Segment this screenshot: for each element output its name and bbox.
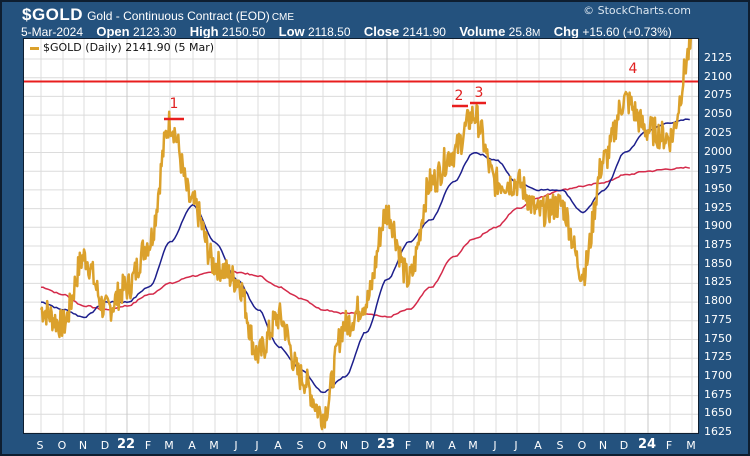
y-tick-label: 1725 [704,350,732,364]
x-tick-label: 22 [116,437,136,452]
chart-title: $GOLD Gold - Continuous Contract (EOD) CME [22,5,294,25]
y-tick-label: 2125 [704,51,732,64]
y-tick-label: 1825 [704,275,732,289]
x-tick-label: 23 [376,437,396,452]
x-tick-label: F [144,439,152,452]
legend-swatch-icon [30,46,39,50]
gridlines [24,39,698,433]
x-tick-label: M [468,439,478,452]
volume-label: Volume [459,24,506,39]
x-tick-label: N [339,439,349,452]
x-tick-label: A [448,439,456,452]
y-tick-label: 1625 [704,425,732,438]
x-tick-label: O [57,439,67,452]
price-chart [24,39,698,433]
quote-summary: 5-Mar-2024 Open 2123.30 High 2150.50 Low… [21,24,672,39]
open-value: 2123.30 [132,25,177,39]
volume-value: 25.8 [508,25,533,39]
peak-annotation-label: 1 [169,96,179,112]
y-tick-label: 1700 [704,368,732,382]
peak-annotation-label: 4 [628,61,638,77]
x-tick-label: M [686,439,696,452]
exchange: CME [271,12,295,23]
x-tick-label: J [514,439,518,452]
x-tick-label: M [209,439,219,452]
description: Gold - Continuous Contract (EOD) [87,9,270,23]
y-tick-label: 2000 [704,144,732,158]
x-tick-label: F [404,439,412,452]
peak-annotation-label: 2 [454,88,464,104]
low-value: 2118.50 [308,25,351,39]
low-label: Low [278,24,305,39]
chg-value: +15.60 (+0.73%) [582,25,672,39]
x-tick-label: N [78,439,88,452]
x-tick-label: D [100,439,110,452]
y-tick-label: 1975 [704,163,732,177]
price-line [39,39,692,431]
y-tick-label: 1750 [704,331,732,345]
y-tick-label: 1775 [704,312,732,326]
open-label: Open [96,24,130,39]
x-tick-label: S [36,439,44,452]
peak-annotation-label: 3 [474,85,484,101]
plot-area[interactable]: $GOLD (Daily) 2141.90 (5 Mar) [23,38,699,434]
x-tick-label: J [493,439,497,452]
volume-unit: M [532,28,541,39]
high-value: 2150.50 [221,25,266,39]
high-label: High [189,24,219,39]
x-tick-label: A [534,439,542,452]
x-tick-label: O [317,439,327,452]
x-tick-label: N [598,439,608,452]
x-tick-label: A [188,439,196,452]
y-tick-label: 2075 [704,88,732,102]
chg-label: Chg [553,24,579,39]
y-tick-label: 2050 [704,107,732,121]
x-tick-label: F [665,439,673,452]
symbol: $GOLD [22,5,84,24]
y-tick-label: 2100 [704,69,732,83]
y-tick-label: 1850 [704,256,732,270]
x-tick-label: J [255,439,259,452]
y-tick-label: 1675 [704,387,732,401]
x-tick-label: M [164,439,174,452]
y-tick-label: 1875 [704,238,732,251]
x-tick-label: 24 [637,437,657,452]
y-tick-label: 1925 [704,200,732,214]
close-value: 2141.90 [402,25,446,39]
legend-label: $GOLD (Daily) 2141.90 (5 Mar) [43,41,215,54]
y-tick-label: 2025 [704,125,732,139]
quote-date: 5-Mar-2024 [21,25,84,39]
short-ma-line [40,118,690,394]
close-label: Close [363,24,400,39]
x-tick-label: O [577,439,587,452]
credit: © StockCharts.com [583,4,691,17]
x-tick-label: S [296,439,304,452]
y-tick-label: 1800 [704,294,732,308]
x-tick-label: D [619,439,629,452]
x-tick-label: J [234,439,238,452]
x-tick-label: D [360,439,370,452]
legend: $GOLD (Daily) 2141.90 (5 Mar) [30,41,214,54]
y-tick-label: 1900 [704,219,732,233]
y-tick-label: 1650 [704,406,732,420]
x-tick-label: M [425,439,435,452]
x-tick-label: S [556,439,564,452]
x-tick-label: A [274,439,282,452]
y-tick-label: 1950 [704,181,732,195]
